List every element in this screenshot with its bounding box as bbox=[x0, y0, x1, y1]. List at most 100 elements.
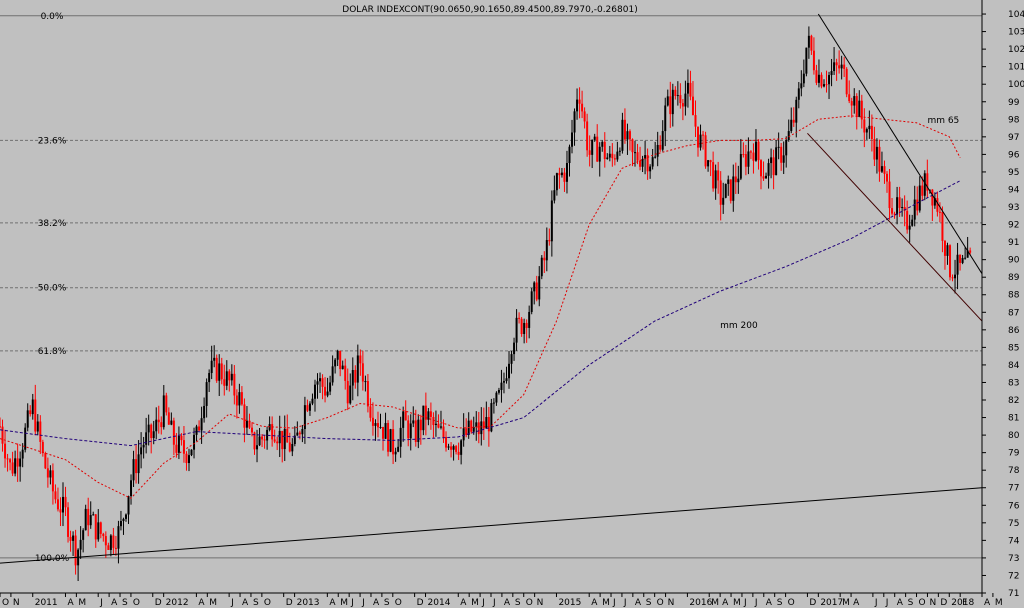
candle bbox=[767, 158, 770, 189]
candle-body bbox=[757, 141, 760, 161]
candle-body bbox=[84, 508, 87, 531]
candle-body bbox=[666, 96, 669, 106]
candle bbox=[734, 162, 737, 194]
candle-body bbox=[896, 197, 899, 215]
candle-body bbox=[392, 429, 395, 455]
candle-body bbox=[767, 163, 770, 176]
candle-body bbox=[752, 152, 755, 161]
candle-body bbox=[155, 419, 158, 432]
candle-body bbox=[644, 155, 647, 159]
candle-body bbox=[480, 421, 483, 435]
x-tick-label: D bbox=[417, 598, 424, 608]
candle bbox=[722, 182, 725, 214]
candle bbox=[477, 411, 480, 444]
candle bbox=[465, 418, 468, 438]
candle-body bbox=[948, 245, 951, 278]
candle bbox=[89, 501, 92, 529]
x-tick-label: M bbox=[340, 598, 348, 608]
candle-body bbox=[623, 119, 626, 140]
candle-body bbox=[424, 405, 427, 420]
candle-body bbox=[250, 427, 253, 433]
candle-body bbox=[502, 381, 505, 383]
candle-body bbox=[573, 111, 576, 133]
candle bbox=[447, 443, 450, 450]
candle bbox=[913, 185, 916, 227]
candle-body bbox=[258, 436, 261, 446]
candle bbox=[596, 124, 599, 162]
candle-body bbox=[447, 446, 450, 448]
candle bbox=[492, 398, 495, 414]
candle bbox=[689, 70, 692, 101]
candle bbox=[460, 439, 463, 465]
candle bbox=[11, 451, 14, 477]
candle-body bbox=[820, 74, 823, 87]
candle-body bbox=[157, 419, 160, 423]
candle-body bbox=[959, 254, 962, 263]
y-tick-label: 81 bbox=[1008, 414, 1019, 424]
candle-body bbox=[906, 210, 909, 230]
x-tick-label: M bbox=[209, 598, 217, 608]
candle bbox=[142, 436, 145, 459]
candle-body bbox=[429, 411, 432, 417]
candle bbox=[790, 107, 793, 134]
candle bbox=[1, 419, 4, 452]
x-tick-label: A bbox=[373, 598, 380, 608]
candle bbox=[659, 135, 662, 152]
candle bbox=[671, 83, 674, 127]
candle bbox=[911, 214, 914, 227]
candle bbox=[99, 521, 102, 539]
x-tick-label: J bbox=[481, 598, 485, 608]
y-tick-label: 94 bbox=[1008, 185, 1020, 195]
candle-body bbox=[722, 197, 725, 205]
candle-body bbox=[104, 536, 107, 546]
candle-body bbox=[770, 157, 773, 164]
candle bbox=[777, 132, 780, 160]
candle bbox=[119, 510, 122, 531]
candle-body bbox=[618, 150, 621, 152]
x-tick-label: J bbox=[492, 598, 496, 608]
candle-body bbox=[540, 257, 543, 277]
candle-body bbox=[286, 428, 289, 443]
candle-body bbox=[316, 381, 319, 385]
x-axis: O N 2011 A M J A S O D 2012 A M J A S O D 2013 A M J J A S O D 2014… bbox=[0, 592, 1003, 608]
candle-body bbox=[508, 363, 511, 379]
candle-body bbox=[787, 131, 790, 141]
candle bbox=[883, 160, 886, 184]
candle bbox=[603, 132, 606, 168]
channel-lower-line bbox=[807, 132, 983, 322]
candle bbox=[140, 432, 143, 469]
candle-body bbox=[734, 176, 737, 183]
candle bbox=[319, 372, 322, 393]
candle-body bbox=[122, 518, 125, 522]
candle-body bbox=[256, 445, 259, 450]
candle-body bbox=[210, 360, 213, 374]
candle bbox=[765, 172, 768, 179]
candle-body bbox=[898, 197, 901, 208]
candle-body bbox=[195, 426, 198, 435]
candle bbox=[417, 414, 420, 449]
candle-body bbox=[9, 459, 12, 463]
candle bbox=[855, 93, 858, 130]
candle bbox=[583, 107, 586, 129]
y-tick-label: 99 bbox=[1008, 98, 1020, 108]
candle-body bbox=[92, 514, 95, 516]
candle-body bbox=[807, 35, 810, 48]
candle bbox=[250, 422, 253, 437]
candle-body bbox=[273, 439, 276, 442]
candle-body bbox=[913, 199, 916, 220]
candle bbox=[26, 403, 29, 432]
candle-body bbox=[243, 404, 246, 428]
candle bbox=[744, 144, 747, 176]
x-tick-label: O bbox=[657, 598, 664, 608]
candle-body bbox=[855, 96, 858, 118]
candle-body bbox=[812, 50, 815, 71]
candle bbox=[445, 431, 448, 452]
candle bbox=[613, 154, 616, 166]
candle-body bbox=[200, 418, 203, 431]
candle bbox=[69, 530, 72, 552]
candle bbox=[815, 64, 818, 86]
candle bbox=[402, 406, 405, 442]
candle bbox=[56, 487, 59, 512]
candle bbox=[351, 357, 354, 401]
candle-body bbox=[520, 318, 523, 335]
